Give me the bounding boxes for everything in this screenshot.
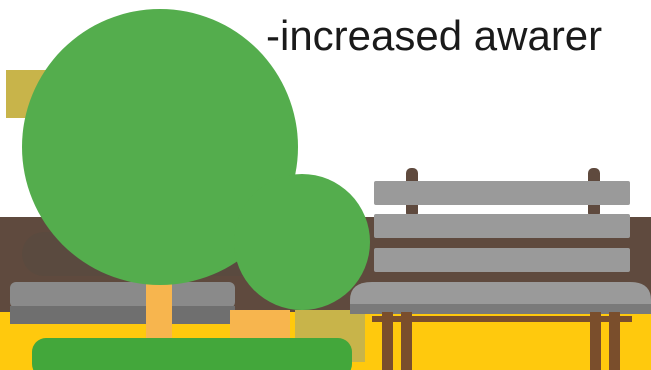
bench-slat — [374, 214, 630, 238]
bench-leg — [590, 312, 601, 370]
grass-patch — [32, 338, 352, 370]
park-bench — [350, 168, 651, 370]
bench-slat — [374, 248, 630, 272]
tree-foliage-large — [22, 9, 298, 285]
bench-leg — [609, 312, 620, 370]
tree-foliage-small — [234, 174, 370, 310]
bench-seat — [350, 282, 651, 306]
slide-caption: -increased awarer — [266, 12, 603, 59]
bench-slat — [374, 181, 630, 205]
bench-leg — [382, 312, 393, 370]
bench-leg — [401, 312, 412, 370]
